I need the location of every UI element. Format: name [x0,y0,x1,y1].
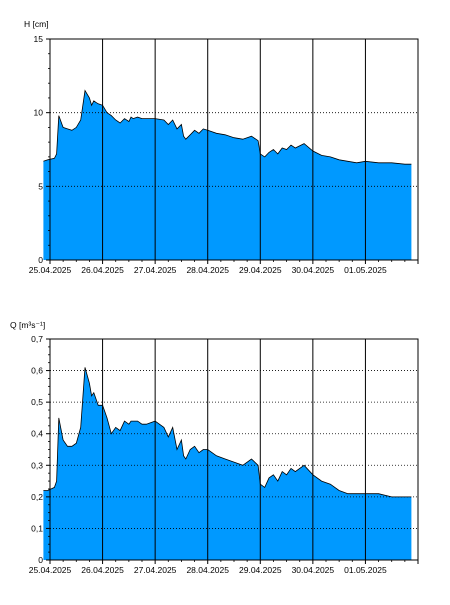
x-tick-label: 01.05.2025 [344,265,387,275]
x-tick-label: 28.04.2025 [186,565,229,575]
y-tick-label: 0 [38,255,43,265]
y-tick-label: 5 [38,181,43,191]
x-tick-label: 29.04.2025 [239,265,282,275]
y-tick-label: 0,3 [31,460,43,470]
y-tick-label: 0,1 [31,523,43,533]
x-tick-label: 25.04.2025 [29,265,72,275]
series-line [43,367,412,498]
series-area [43,90,412,260]
h-chart: 0 5 10 15 25.04.2025 26.04.2025 27.04.2025 28.0… [29,34,419,275]
x-tick-label: 30.04.2025 [292,265,335,275]
x-tick-label: 01.05.2025 [344,565,387,575]
x-tick-label: 27.04.2025 [134,565,177,575]
y-tick-label: 0,7 [31,334,43,344]
y-tick-label: 0,6 [31,366,43,376]
x-tick-label: 26.04.2025 [81,265,124,275]
q-chart-ylabel: Q [m³s⁻¹] [10,320,45,330]
q-chart: 0 0,1 0,2 0,3 0,4 0,5 0,6 0,7 25.04.2025 26.04.20… [29,334,419,575]
y-tick-label: 0,4 [31,429,43,439]
x-tick-label: 29.04.2025 [239,565,282,575]
y-tick-label: 15 [34,34,44,44]
plot-frame [49,338,419,561]
x-tick-label: 26.04.2025 [81,565,124,575]
x-tick-label: 27.04.2025 [134,265,177,275]
y-tick-label: 0,2 [31,492,43,502]
x-tick-label: 25.04.2025 [29,565,72,575]
plot-frame [49,38,419,261]
y-tick-label: 0 [38,555,43,565]
y-tick-label: 10 [34,108,44,118]
y-tick-label: 0,5 [31,397,43,407]
x-tick-label: 30.04.2025 [292,565,335,575]
series-area [43,367,412,560]
x-tick-label: 28.04.2025 [186,265,229,275]
h-chart-ylabel: H [cm] [24,19,49,29]
series-line [43,89,412,165]
